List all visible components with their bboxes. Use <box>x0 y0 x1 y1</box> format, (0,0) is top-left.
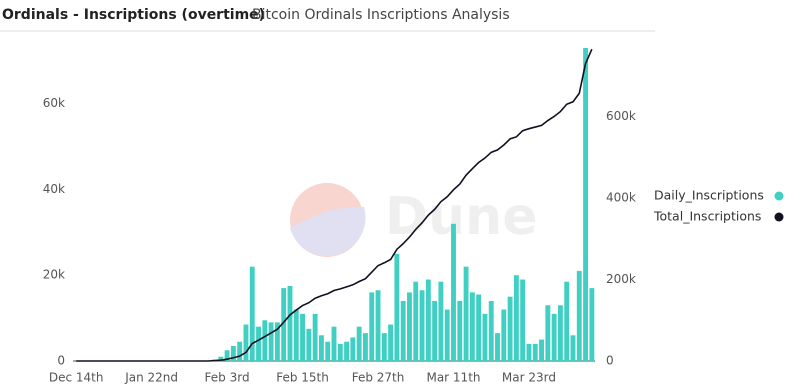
bar <box>513 275 519 361</box>
x-tick-label: Mar 23rd <box>502 371 556 385</box>
bar <box>457 300 463 361</box>
bar <box>262 320 268 361</box>
bar <box>425 279 431 361</box>
legend-swatch <box>774 191 784 201</box>
bar <box>369 292 375 361</box>
bar <box>507 296 513 361</box>
y2-tick-label: 200k <box>606 272 636 286</box>
bar <box>268 322 274 361</box>
chart-title: Ordinals - Inscriptions (overtime) <box>2 7 265 23</box>
bar <box>325 341 331 361</box>
bar <box>318 335 324 361</box>
bar <box>476 294 482 361</box>
bar <box>539 339 544 361</box>
watermark-logo-part <box>290 206 366 256</box>
y-tick-label: 20k <box>43 268 65 282</box>
bar <box>570 335 576 361</box>
chart-subtitle: Bitcoin Ordinals Inscriptions Analysis <box>252 7 510 23</box>
bar <box>583 48 589 361</box>
y-tick-label: 0 <box>57 354 65 368</box>
bar <box>237 341 243 361</box>
bar <box>356 326 362 361</box>
bar <box>274 322 280 361</box>
bar <box>557 305 563 361</box>
bar <box>293 309 299 361</box>
bar <box>532 343 538 361</box>
x-tick-label: Dec 14th <box>49 371 104 385</box>
bar <box>520 279 526 361</box>
bar <box>551 313 557 361</box>
bar <box>545 305 551 361</box>
bar <box>375 290 381 361</box>
bar <box>463 266 469 361</box>
x-tick-label: Feb 27th <box>352 371 405 385</box>
bar <box>312 313 318 361</box>
bar <box>482 313 488 361</box>
bar <box>501 309 507 361</box>
bar <box>249 266 255 361</box>
bar <box>218 356 224 361</box>
bar <box>256 326 261 361</box>
bar <box>488 300 494 361</box>
line <box>76 48 593 362</box>
bar <box>230 345 236 361</box>
bar <box>469 292 475 361</box>
x-tick-label: Mar 11th <box>426 371 480 385</box>
bar <box>451 223 456 361</box>
y2-tick-label: 400k <box>606 190 636 204</box>
bar <box>432 300 438 361</box>
y2-tick-label: 0 <box>606 354 614 368</box>
bar <box>495 333 500 361</box>
y-tick-label: 60k <box>43 96 65 110</box>
legend-label: Total_Inscriptions <box>653 209 761 224</box>
bar <box>394 253 400 361</box>
x-tick-label: Jan 22nd <box>124 371 178 385</box>
bar <box>589 288 595 361</box>
bar <box>444 309 450 361</box>
bar <box>526 343 532 361</box>
bar <box>337 343 343 361</box>
bar <box>407 292 412 361</box>
bar <box>224 350 230 361</box>
bar <box>576 270 582 361</box>
bar <box>281 288 287 361</box>
legend-label: Daily_Inscriptions <box>654 188 764 203</box>
x-tick-label: Feb 15th <box>276 371 329 385</box>
bar <box>331 326 337 361</box>
y2-tick-label: 600k <box>606 109 636 123</box>
bar <box>413 281 419 361</box>
bar <box>381 333 387 361</box>
bar <box>243 324 249 361</box>
bar <box>438 281 444 361</box>
bar <box>388 324 394 361</box>
bar <box>350 337 356 361</box>
bar <box>344 341 350 361</box>
bar <box>306 328 312 361</box>
x-tick-label: Feb 3rd <box>205 371 250 385</box>
bar <box>400 300 406 361</box>
y-tick-label: 40k <box>43 182 65 196</box>
legend-swatch <box>774 212 784 222</box>
bar <box>363 333 368 361</box>
bar <box>300 313 305 361</box>
bar <box>564 281 570 361</box>
bar <box>419 290 425 361</box>
watermark: Dune <box>290 183 537 257</box>
bar <box>287 285 293 361</box>
